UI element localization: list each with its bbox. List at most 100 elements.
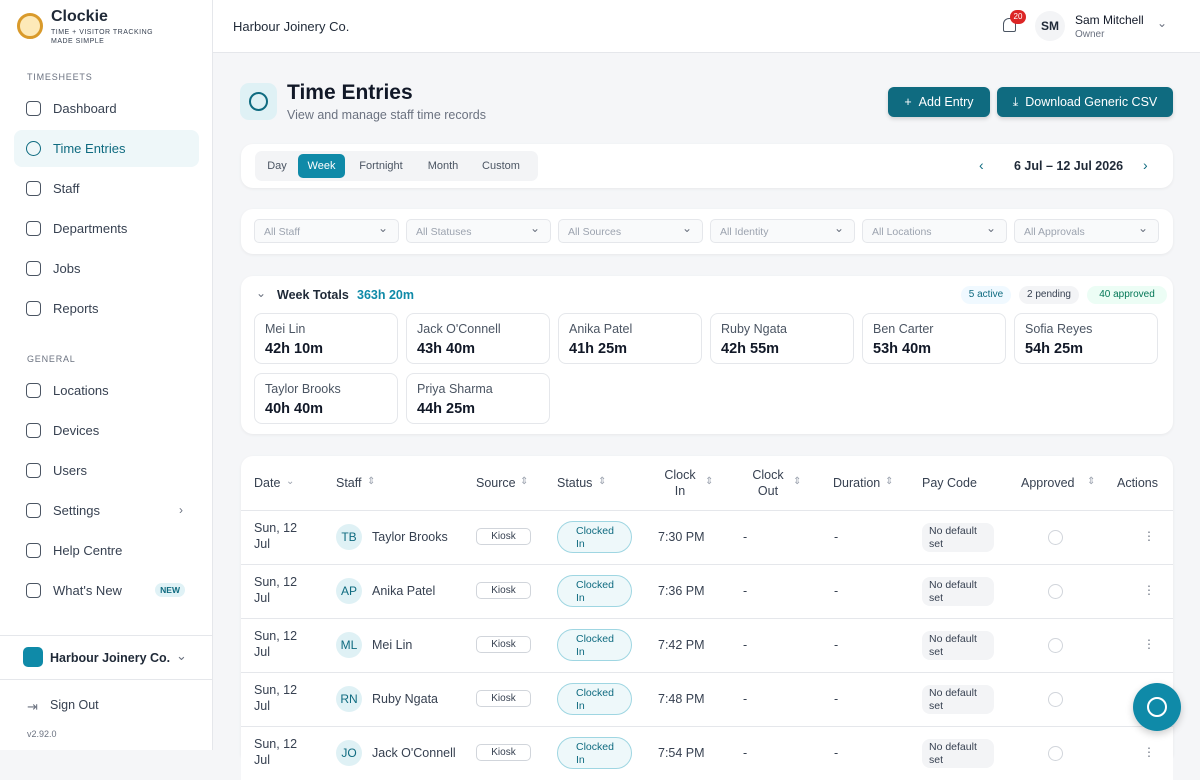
clock-out: - [743, 746, 748, 760]
add-entry[interactable]: + Add Entry [888, 87, 990, 117]
staff-name[interactable]: Ruby Ngata [372, 692, 439, 706]
filter-select[interactable]: All Approvals [1014, 219, 1159, 243]
org-icon [23, 647, 43, 667]
nav-item[interactable]: Locations [14, 372, 199, 409]
nav-icon [26, 503, 41, 518]
period-tab[interactable]: Fortnight [359, 160, 403, 172]
row-actions[interactable]: ⋮ [1143, 745, 1155, 759]
approve-toggle[interactable] [1048, 584, 1063, 599]
sort-icon: ⇕ [367, 476, 376, 487]
sort-icon: ⇕ [1087, 476, 1096, 487]
new-badge: NEW [155, 583, 185, 597]
staff-name: Taylor Brooks [265, 382, 341, 396]
approve-toggle[interactable] [1048, 638, 1063, 653]
duration: - [834, 746, 839, 760]
nav-item[interactable]: Departments [14, 210, 199, 247]
staff-name[interactable]: Anika Patel [372, 584, 436, 598]
column-header[interactable]: Date [254, 476, 281, 490]
nav-item[interactable]: Users [14, 452, 199, 489]
nav-item[interactable]: Jobs [14, 250, 199, 287]
column-header[interactable]: Status [557, 476, 593, 490]
column-header: Actions [1117, 476, 1158, 490]
app: Clockie TIME + VISITOR TRACKING MADE SIM… [0, 0, 1200, 750]
page-subtitle: View and manage staff time records [287, 108, 486, 122]
sort-icon: ⇕ [705, 476, 714, 487]
filter-select[interactable]: All Sources [558, 219, 703, 243]
period-tab[interactable]: Week [298, 154, 345, 178]
approve-toggle[interactable] [1048, 746, 1063, 761]
table-row [241, 564, 1173, 618]
staff-name: Ruby Ngata [721, 322, 788, 336]
staff-name: Jack O'Connell [417, 322, 501, 336]
nav-item[interactable]: What's New NEW [14, 572, 199, 609]
nav-item[interactable]: Time Entries [14, 130, 199, 167]
nav-item[interactable]: Reports [14, 290, 199, 327]
nav-item[interactable]: Settings › [14, 492, 199, 529]
org-switcher[interactable]: Harbour Joinery Co. [50, 651, 171, 665]
source-badge: Kiosk [476, 528, 531, 545]
prev[interactable]: ‹ [979, 157, 984, 173]
avatar[interactable]: SM [1035, 11, 1065, 41]
status-badge: 40 approved [1087, 286, 1167, 304]
bell[interactable] [1003, 18, 1016, 32]
section-title: GENERAL [27, 354, 76, 364]
period-tab[interactable]: Custom [482, 160, 520, 172]
staff-name: Sofia Reyes [1025, 322, 1093, 336]
avatar: RN [336, 686, 362, 712]
nav-icon [26, 583, 41, 598]
chat-button[interactable] [1133, 683, 1181, 731]
column-header[interactable]: Clock Out [752, 468, 784, 498]
page-icon [240, 83, 277, 120]
clock-out: - [743, 692, 748, 706]
staff-name[interactable]: Mei Lin [372, 638, 413, 652]
next[interactable]: › [1143, 157, 1148, 173]
row-actions[interactable]: ⋮ [1143, 637, 1155, 651]
nav-item[interactable]: Help Centre [14, 532, 199, 569]
filter-select[interactable]: All Statuses [406, 219, 551, 243]
status-pill: Clocked In [557, 737, 632, 769]
filter-select[interactable]: All Staff [254, 219, 399, 243]
nav-item[interactable]: Staff [14, 170, 199, 207]
staff-total: Priya Sharma 44h 25m [406, 373, 550, 424]
column-header[interactable]: Clock In [664, 468, 696, 498]
approve-toggle[interactable] [1048, 530, 1063, 545]
duration: - [834, 584, 839, 598]
pay-code: No default set [922, 577, 994, 606]
duration: - [834, 530, 839, 544]
nav-item[interactable]: Dashboard [14, 90, 199, 127]
avatar: AP [336, 578, 362, 604]
filter-card: All Staff All Statuses All Sources All Iden… [241, 209, 1173, 254]
status-badge: 2 pending [1019, 286, 1079, 304]
column-header[interactable]: Duration [833, 476, 881, 490]
avatar: ML [336, 632, 362, 658]
nav-icon [26, 181, 41, 196]
row-actions[interactable]: ⋮ [1143, 583, 1155, 597]
clock-in: 7:48 PM [658, 692, 705, 706]
column-header[interactable]: Approved [1021, 476, 1075, 490]
staff-name[interactable]: Jack O'Connell [372, 746, 456, 760]
clock-in: 7:36 PM [658, 584, 705, 598]
approve-toggle[interactable] [1048, 692, 1063, 707]
sidebar: Clockie TIME + VISITOR TRACKING MADE SIM… [0, 0, 213, 750]
staff-hours: 41h 25m [569, 341, 628, 357]
duration: - [834, 638, 839, 652]
download-csv[interactable]: ⤓ Download Generic CSV [997, 87, 1173, 117]
staff-name[interactable]: Taylor Brooks [372, 530, 448, 544]
date: Sun, 12 Jul [254, 575, 298, 605]
filter-select[interactable]: All Locations [862, 219, 1007, 243]
clock-out: - [743, 584, 748, 598]
column-header[interactable]: Source [476, 476, 516, 490]
nav-item[interactable]: Devices [14, 412, 199, 449]
sign-out[interactable]: Sign Out [50, 698, 99, 712]
period-tab[interactable]: Month [427, 160, 459, 172]
staff-total: Jack O'Connell 43h 40m [406, 313, 550, 364]
column-header[interactable]: Staff [336, 476, 362, 490]
add-entry-label: Add Entry [918, 95, 974, 109]
row-actions[interactable]: ⋮ [1143, 529, 1155, 543]
page-title: Time Entries [287, 81, 413, 104]
staff-total: Anika Patel 41h 25m [558, 313, 702, 364]
filter-select[interactable]: All Identity [710, 219, 855, 243]
user-name: Sam Mitchell [1075, 13, 1144, 27]
pay-code: No default set [922, 631, 994, 660]
period-tab[interactable]: Day [267, 160, 287, 172]
